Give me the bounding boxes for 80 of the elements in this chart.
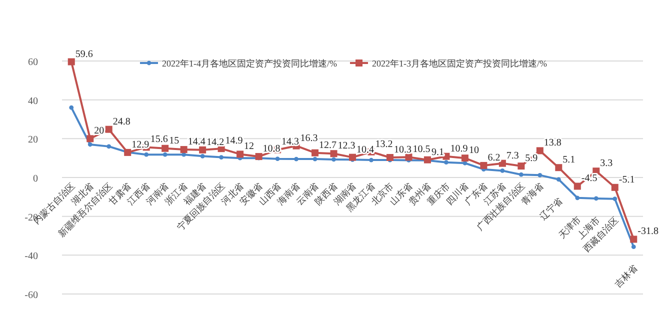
data-label: 15 [169,135,180,146]
data-label: -31.8 [638,226,658,238]
y-tick-label: 0 [33,174,38,184]
data-label: 6.2 [488,152,500,164]
data-label: 12 [244,141,254,152]
y-tick-label: 60 [28,57,38,68]
data-label: 3.3 [600,158,613,170]
point [575,196,580,200]
data-label: 14.3 [282,136,300,148]
point [461,154,468,162]
point [538,172,542,178]
point [200,154,205,158]
point [536,147,544,154]
point [219,155,224,160]
point [332,157,336,162]
data-label: 10 [468,145,479,156]
data-label: 12.3 [338,140,356,152]
legend-label: 2022年1-4月各地区固定资产投资同比增速/% [162,58,338,68]
y-tick-label: 40 [28,96,38,107]
point [612,196,618,202]
point [312,149,319,156]
point [518,172,524,177]
data-label: -5.1 [618,174,635,186]
point [480,162,488,169]
point [312,156,318,162]
point [294,156,298,162]
y-tick-label: -40 [24,251,38,262]
data-label: 16.3 [300,132,318,144]
point [330,150,338,158]
point [236,150,244,158]
point [369,158,374,162]
point [88,142,92,147]
point [162,144,169,152]
point [349,154,356,161]
point [162,152,168,157]
point [498,160,506,167]
point [444,160,448,165]
data-label: 24.8 [112,116,130,128]
point [69,105,74,110]
legend-label: 2022年1-3月各地区固定资产投资同比增速/% [372,58,548,68]
point [556,177,561,182]
point [611,184,618,191]
data-label: 14.9 [225,136,243,147]
data-label: 10.9 [450,143,468,154]
point [86,135,94,142]
point [68,58,75,66]
point [180,146,188,154]
data-label: 59.6 [75,48,93,60]
data-label: 12.9 [132,139,150,150]
data-label: 13.2 [375,138,393,150]
data-label: 10.3 [394,144,412,156]
point [500,168,505,173]
point [518,162,525,170]
data-label: 12.7 [319,140,337,151]
point [574,182,581,190]
point [144,152,149,157]
x-tick-label: 辽宁省 [538,196,564,222]
data-label: 14.4 [188,136,206,148]
data-label: 14.2 [206,136,224,148]
data-label: 15.6 [150,134,168,146]
data-label: 7.3 [506,150,519,162]
point [405,154,412,161]
data-label: 10.4 [356,144,374,156]
point [275,156,280,162]
point [386,154,394,161]
x-tick-label: 吉林省 [612,263,640,290]
point [199,146,206,154]
point [630,236,638,243]
point [594,196,598,201]
point [255,153,262,160]
point [555,164,562,172]
point [106,144,112,149]
point [105,126,112,133]
data-label: 10.5 [412,144,430,156]
y-tick-label: 20 [28,134,38,146]
y-tick-label: -60 [24,290,38,301]
data-label: 5.1 [562,154,576,166]
data-label: 13.8 [544,138,562,149]
point [631,244,636,250]
data-label: 9.1 [431,146,444,158]
